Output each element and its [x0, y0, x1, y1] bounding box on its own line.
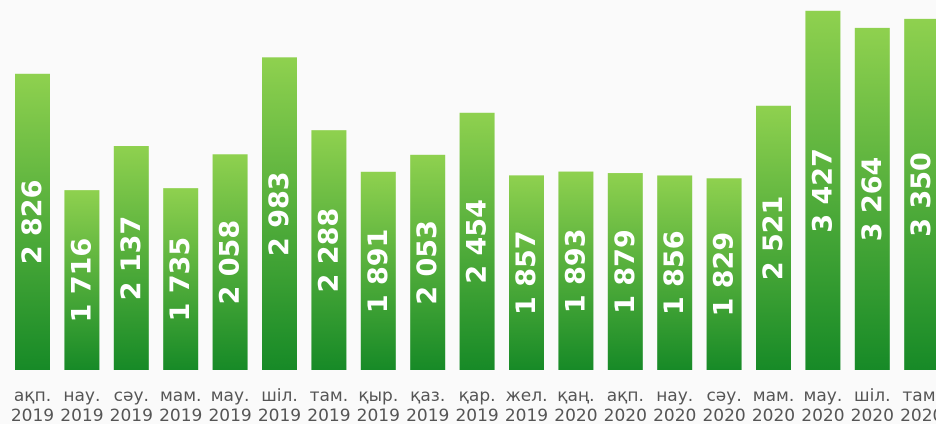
x-tick-label: қаң. 2020: [554, 386, 597, 424]
value-label: 1 735: [165, 237, 196, 322]
x-tick-label: сәу. 2019: [110, 386, 153, 424]
bar: [657, 175, 693, 370]
x-tick-label: мау. 2020: [801, 386, 844, 424]
x-tick-label: мам. 2019: [159, 386, 202, 424]
x-tick-label: қаз. 2019: [406, 386, 449, 424]
bar: [459, 112, 495, 371]
bar: [113, 146, 149, 370]
x-tick-label: жел. 2019: [505, 386, 548, 424]
x-tick-label: қыр. 2019: [357, 386, 400, 424]
x-tick-label: нау. 2019: [60, 386, 103, 424]
value-label: 3 427: [807, 148, 838, 233]
x-tick-label: қар. 2019: [455, 386, 498, 424]
bar: [854, 27, 890, 371]
value-label: 2 454: [462, 199, 493, 284]
bar: [607, 173, 643, 370]
bar: [311, 130, 347, 370]
value-label: 1 891: [363, 229, 394, 314]
x-tick-label: мам. 2020: [752, 386, 795, 424]
bar: [262, 57, 297, 370]
bar: [410, 154, 446, 370]
x-tick-label: ақп. 2019: [11, 386, 54, 424]
value-label: 3 350: [906, 152, 936, 237]
bar: [64, 190, 100, 370]
bar: [163, 188, 199, 370]
bar: [15, 73, 50, 370]
bar: [558, 171, 594, 370]
bar: [509, 175, 544, 370]
x-tick-label: там.2020: [900, 386, 936, 424]
value-label: 1 829: [709, 232, 740, 317]
value-label: 2 983: [264, 171, 295, 256]
x-tick-label: шіл. 2020: [851, 386, 894, 424]
bar: [904, 18, 936, 371]
value-label: 1 857: [511, 230, 542, 315]
value-label: 2 521: [758, 196, 789, 281]
value-label: 2 137: [116, 216, 147, 301]
value-label: 1 856: [659, 230, 690, 315]
bar: [360, 171, 396, 370]
x-tick-label: там. 2019: [307, 386, 350, 424]
x-tick-label: ақп. 2020: [604, 386, 647, 424]
value-label: 2 288: [313, 208, 344, 293]
bar: [805, 10, 841, 371]
value-label: 1 716: [66, 238, 97, 323]
x-tick-label: сәу. 2020: [702, 386, 745, 424]
value-label: 3 264: [857, 157, 888, 242]
x-tick-label: мау. 2019: [208, 386, 251, 424]
value-label: 1 893: [560, 229, 591, 314]
bar: [212, 154, 248, 370]
bar: [706, 178, 742, 370]
bar: [756, 105, 791, 370]
x-tick-label: нау. 2020: [653, 386, 696, 424]
x-tick-label: шіл. 2019: [258, 386, 301, 424]
value-label: 2 058: [215, 220, 246, 305]
value-label: 1 879: [610, 229, 641, 314]
value-label: 2 053: [412, 220, 443, 305]
value-label: 2 826: [17, 180, 48, 265]
